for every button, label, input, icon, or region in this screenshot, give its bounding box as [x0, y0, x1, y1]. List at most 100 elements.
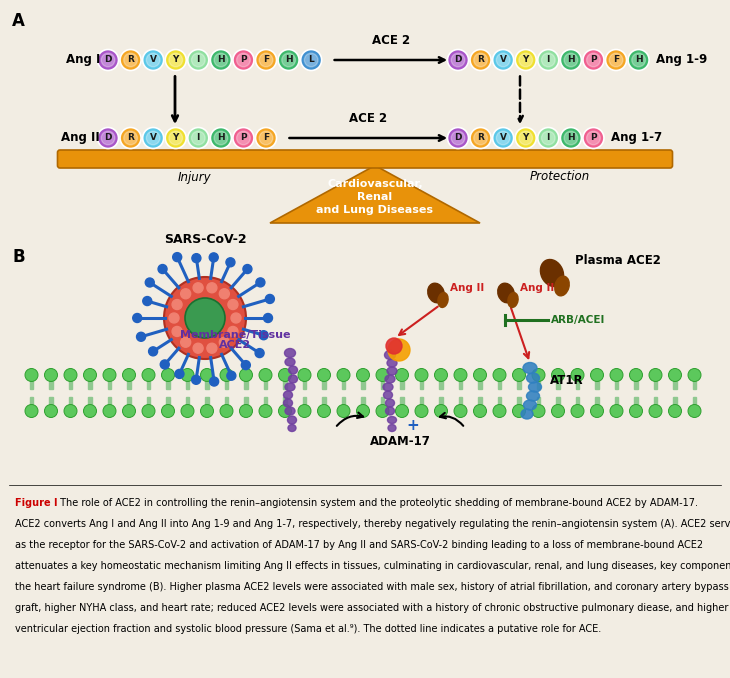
Circle shape — [219, 289, 229, 299]
Text: ACE2 converts Ang I and Ang II into Ang 1-9 and Ang 1-7, respectively, thereby n: ACE2 converts Ang I and Ang II into Ang … — [15, 519, 730, 529]
Circle shape — [124, 53, 137, 67]
Ellipse shape — [498, 283, 514, 303]
Circle shape — [649, 369, 662, 382]
Ellipse shape — [285, 407, 295, 415]
Circle shape — [649, 405, 662, 418]
Circle shape — [133, 313, 142, 323]
Ellipse shape — [521, 409, 533, 419]
Bar — [693, 397, 696, 411]
Text: ACE2: ACE2 — [219, 340, 251, 350]
Circle shape — [210, 49, 231, 71]
Circle shape — [470, 127, 491, 148]
Text: I: I — [547, 56, 550, 64]
Bar — [420, 397, 423, 411]
Circle shape — [337, 405, 350, 418]
Bar — [69, 397, 72, 411]
Text: I: I — [196, 134, 200, 142]
Circle shape — [185, 298, 225, 338]
Circle shape — [98, 127, 118, 148]
Bar — [49, 375, 53, 389]
Bar — [108, 375, 111, 389]
Bar — [264, 375, 267, 389]
Ellipse shape — [523, 400, 537, 410]
Circle shape — [161, 360, 169, 369]
Text: R: R — [127, 56, 134, 64]
Circle shape — [169, 53, 182, 67]
Circle shape — [447, 49, 469, 71]
Ellipse shape — [523, 363, 537, 374]
Bar — [595, 397, 599, 411]
Circle shape — [551, 405, 564, 418]
Circle shape — [255, 127, 277, 148]
Ellipse shape — [387, 359, 397, 367]
Text: SARS-CoV-2: SARS-CoV-2 — [164, 233, 246, 246]
Circle shape — [142, 405, 155, 418]
Circle shape — [256, 278, 265, 287]
Ellipse shape — [288, 375, 298, 383]
Ellipse shape — [288, 366, 298, 374]
Circle shape — [165, 49, 186, 71]
Text: Membrane/Tissue: Membrane/Tissue — [180, 330, 291, 340]
Bar — [108, 397, 111, 411]
Circle shape — [101, 131, 115, 145]
Bar — [283, 397, 287, 411]
Circle shape — [164, 277, 246, 359]
Circle shape — [512, 369, 526, 382]
Bar — [381, 397, 384, 411]
Circle shape — [201, 405, 213, 418]
Text: Figure I: Figure I — [15, 498, 58, 508]
Circle shape — [474, 405, 486, 418]
Circle shape — [519, 53, 533, 67]
Text: H: H — [217, 134, 225, 142]
Text: graft, higher NYHA class, and heart rate; reduced ACE2 levels were associated wi: graft, higher NYHA class, and heart rate… — [15, 603, 730, 613]
Circle shape — [180, 337, 191, 347]
Circle shape — [143, 296, 152, 306]
Circle shape — [669, 369, 682, 382]
Text: Y: Y — [523, 134, 529, 142]
Text: Ang 1-9: Ang 1-9 — [656, 54, 707, 66]
Bar — [322, 397, 326, 411]
Text: P: P — [240, 56, 247, 64]
Circle shape — [45, 405, 58, 418]
Text: Cardiovascular,: Cardiovascular, — [327, 179, 423, 189]
Bar — [634, 397, 638, 411]
Circle shape — [227, 372, 236, 380]
Circle shape — [259, 331, 268, 340]
Circle shape — [587, 53, 600, 67]
Ellipse shape — [385, 407, 394, 415]
Circle shape — [337, 369, 350, 382]
Bar — [166, 375, 170, 389]
Bar — [245, 375, 247, 389]
Bar — [88, 397, 92, 411]
Circle shape — [688, 405, 701, 418]
Circle shape — [515, 49, 537, 71]
Bar — [361, 375, 365, 389]
Circle shape — [181, 405, 194, 418]
Circle shape — [142, 369, 155, 382]
Circle shape — [564, 53, 577, 67]
Circle shape — [239, 369, 253, 382]
Circle shape — [123, 405, 136, 418]
Ellipse shape — [385, 351, 396, 359]
Circle shape — [103, 405, 116, 418]
Text: Y: Y — [172, 56, 179, 64]
Circle shape — [470, 49, 491, 71]
Ellipse shape — [387, 367, 397, 375]
Text: ventricular ejection fraction and systolic blood pressure (Sama et al.⁹). The do: ventricular ejection fraction and systol… — [15, 624, 602, 634]
Circle shape — [591, 369, 604, 382]
Circle shape — [175, 370, 184, 378]
Circle shape — [532, 405, 545, 418]
Text: V: V — [150, 56, 157, 64]
Circle shape — [474, 53, 488, 67]
Circle shape — [356, 369, 369, 382]
Circle shape — [628, 49, 649, 71]
Bar — [537, 397, 540, 411]
Circle shape — [279, 405, 291, 418]
Ellipse shape — [385, 375, 395, 383]
Text: Injury: Injury — [178, 170, 212, 184]
Text: F: F — [263, 134, 269, 142]
Circle shape — [493, 49, 514, 71]
Text: H: H — [567, 56, 575, 64]
Circle shape — [551, 369, 564, 382]
Circle shape — [259, 53, 273, 67]
